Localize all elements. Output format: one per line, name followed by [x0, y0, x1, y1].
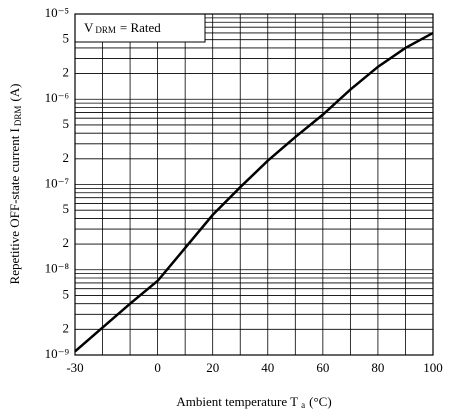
- y-tick-label: 5: [63, 286, 70, 301]
- x-label-unit: (°C): [309, 394, 332, 409]
- x-tick-label: 0: [154, 360, 161, 375]
- y-tick-label: 10⁻⁷: [45, 175, 69, 190]
- y-tick-label: 10⁻⁶: [45, 90, 69, 105]
- y-tick-label: 5: [63, 31, 70, 46]
- x-tick-label: 100: [423, 360, 443, 375]
- annotation-sub: DRM: [95, 25, 116, 35]
- annotation-box: [74, 13, 206, 43]
- x-tick-label: 40: [261, 360, 274, 375]
- x-tick-label: 80: [371, 360, 384, 375]
- y-axis-label: Repetitive OFF-state current IDRM (A): [7, 84, 23, 285]
- y-label-unit: (A): [7, 84, 22, 102]
- y-tick-label: 2: [63, 235, 70, 250]
- data-line: [74, 31, 434, 353]
- y-tick-label: 10⁻⁹: [45, 346, 70, 361]
- plot-frame: [74, 13, 434, 356]
- grid: [74, 13, 434, 356]
- y-tick-label: 10⁻⁸: [45, 261, 70, 276]
- y-tick-label: 5: [63, 201, 70, 216]
- y-tick-label: 5: [63, 116, 70, 131]
- x-label-sub: a: [301, 400, 305, 410]
- y-label-text: Repetitive OFF-state current I: [7, 128, 22, 284]
- annotation-text: V: [84, 20, 94, 35]
- x-tick-label: 20: [206, 360, 219, 375]
- y-tick-label: 2: [63, 150, 70, 165]
- y-tick-label: 10⁻⁵: [45, 5, 69, 20]
- x-label-text: Ambient temperature T: [176, 394, 298, 409]
- annotation: V DRM = Rated: [84, 20, 161, 35]
- x-tick-label: 60: [316, 360, 329, 375]
- y-tick-label: 2: [63, 320, 70, 335]
- annotation-rest: = Rated: [120, 20, 161, 35]
- y-tick-label: 2: [63, 65, 70, 80]
- x-tick-label: -30: [66, 360, 83, 375]
- y-label-sub: DRM: [13, 106, 23, 127]
